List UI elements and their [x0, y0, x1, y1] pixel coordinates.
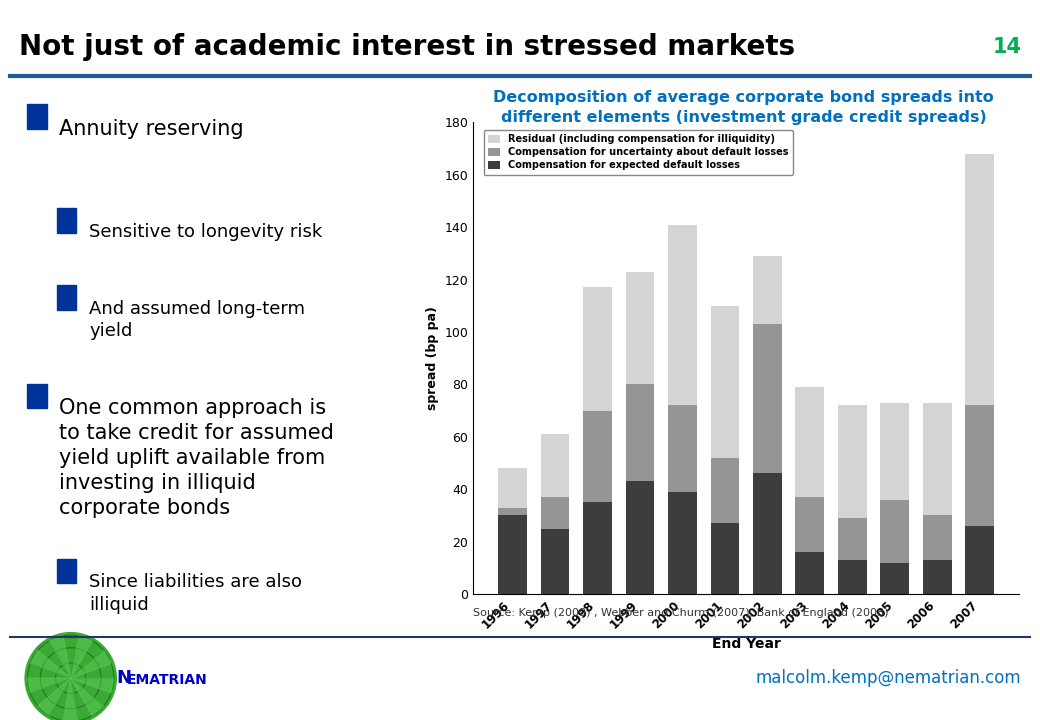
FancyBboxPatch shape: [57, 559, 77, 583]
Bar: [838, 405, 867, 518]
Text: Not just of academic interest in stressed markets: Not just of academic interest in stresse…: [19, 33, 795, 60]
Bar: [583, 287, 612, 410]
Bar: [498, 516, 527, 594]
Text: Decomposition of average corporate bond spreads into
different elements (investm: Decomposition of average corporate bond …: [493, 90, 994, 125]
Bar: [838, 518, 867, 560]
Y-axis label: spread (bp pa): spread (bp pa): [426, 306, 439, 410]
FancyBboxPatch shape: [27, 104, 47, 129]
Legend: Residual (including compensation for illiquidity), Compensation for uncertainty : Residual (including compensation for ill…: [484, 130, 794, 175]
Bar: [583, 503, 612, 594]
Bar: [668, 225, 697, 405]
FancyBboxPatch shape: [27, 384, 47, 408]
Bar: [922, 516, 952, 560]
Bar: [625, 482, 654, 594]
Polygon shape: [71, 636, 93, 678]
Bar: [796, 552, 825, 594]
Bar: [668, 492, 697, 594]
FancyBboxPatch shape: [57, 208, 77, 233]
Bar: [583, 410, 612, 503]
Polygon shape: [71, 678, 104, 716]
Text: Annuity reserving: Annuity reserving: [59, 120, 244, 139]
Bar: [796, 387, 825, 497]
Bar: [922, 560, 952, 594]
Bar: [625, 384, 654, 482]
Bar: [922, 402, 952, 516]
Text: Since liabilities are also
illiquid: Since liabilities are also illiquid: [89, 573, 303, 613]
Bar: [965, 405, 994, 526]
FancyBboxPatch shape: [57, 285, 77, 310]
Bar: [965, 526, 994, 594]
Bar: [881, 562, 909, 594]
Bar: [541, 497, 570, 528]
Circle shape: [25, 633, 116, 720]
Text: One common approach is
to take credit for assumed
yield uplift available from
in: One common approach is to take credit fo…: [59, 398, 334, 518]
Text: Source: Kemp (2009) , Webber and Churm (2007), Bank of England (2008): Source: Kemp (2009) , Webber and Churm (…: [473, 608, 889, 618]
Polygon shape: [71, 678, 113, 693]
Text: Sensitive to longevity risk: Sensitive to longevity risk: [89, 223, 322, 241]
Bar: [796, 497, 825, 552]
Text: malcolm.kemp@nematrian.com: malcolm.kemp@nematrian.com: [756, 670, 1021, 687]
Bar: [541, 434, 570, 497]
Polygon shape: [30, 651, 71, 678]
Bar: [498, 508, 527, 516]
Polygon shape: [71, 651, 111, 678]
Text: And assumed long-term
yield: And assumed long-term yield: [89, 300, 306, 340]
Polygon shape: [49, 636, 71, 678]
Polygon shape: [28, 678, 71, 693]
Bar: [625, 271, 654, 384]
Bar: [668, 405, 697, 492]
Bar: [541, 528, 570, 594]
Text: 14: 14: [992, 37, 1021, 57]
Bar: [710, 306, 739, 458]
Bar: [881, 402, 909, 500]
Text: N: N: [116, 670, 131, 687]
Bar: [710, 523, 739, 594]
Bar: [838, 560, 867, 594]
Polygon shape: [63, 678, 78, 720]
Polygon shape: [37, 678, 71, 716]
Bar: [498, 468, 527, 508]
Bar: [965, 154, 994, 405]
Bar: [753, 324, 782, 474]
Bar: [710, 458, 739, 523]
Bar: [881, 500, 909, 562]
Bar: [753, 474, 782, 594]
Bar: [753, 256, 782, 324]
Text: EMATRIAN: EMATRIAN: [127, 673, 208, 688]
X-axis label: End Year: End Year: [711, 637, 781, 651]
